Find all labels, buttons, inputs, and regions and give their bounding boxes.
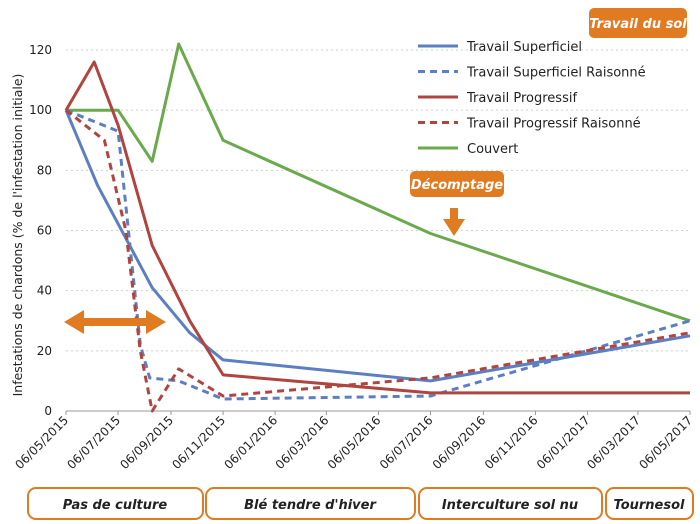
x-tick-label: 06/09/2015	[117, 413, 176, 472]
y-axis-label: Infestations de chardons (% de l'infesta…	[10, 74, 25, 397]
decomptage-label: Décomptage	[411, 178, 503, 193]
y-tick-label: 20	[37, 344, 52, 358]
decomptage-badge: Décomptage	[410, 171, 504, 197]
legend-entry: Couvert	[467, 142, 518, 157]
series-lines	[64, 42, 691, 413]
phase-label: Pas de culture	[63, 498, 168, 513]
period-double-arrow-icon	[64, 310, 166, 334]
x-tick-label: 06/05/2016	[325, 413, 384, 472]
series-line	[65, 108, 691, 401]
x-tick-label: 06/03/2017	[584, 413, 643, 472]
series-line	[66, 42, 691, 323]
phase-box	[205, 487, 416, 520]
x-tick-label: 06/05/2017	[636, 413, 695, 472]
x-tick-label: 06/11/2015	[169, 413, 228, 472]
x-tick-label: 06/03/2016	[273, 413, 332, 472]
phase-box	[605, 487, 694, 520]
x-tick-label: 06/07/2015	[64, 413, 123, 472]
legend-entry: Travail Progressif	[466, 91, 577, 106]
phase-box	[27, 487, 204, 520]
series-line	[65, 109, 691, 413]
y-tick-label: 40	[37, 284, 52, 298]
y-tick-label: 0	[44, 404, 52, 418]
legend-entry: Travail Superficiel Raisonné	[466, 66, 646, 81]
y-axis-ticks: 0 20 40 60 80 100 120	[29, 43, 52, 418]
y-tick-label: 60	[37, 224, 52, 238]
legend: Travail Superficiel Travail Superficiel R…	[418, 40, 646, 157]
legend-entry: Travail Progressif Raisonné	[466, 117, 641, 132]
phase-label: Tournesol	[614, 498, 686, 513]
x-tick-label: 06/01/2016	[221, 413, 280, 472]
travail-du-sol-label: Travail du sol	[589, 17, 687, 32]
x-tick-label: 06/01/2017	[534, 413, 593, 472]
y-tick-label: 120	[29, 43, 52, 57]
x-tick-label: 06/11/2016	[482, 413, 541, 472]
crop-phases: Pas de culture Blé tendre d'hiver Interc…	[27, 487, 694, 520]
decomptage-down-arrow-icon	[443, 208, 465, 236]
travail-du-sol-badge: Travail du sol	[589, 8, 687, 38]
phase-box	[418, 487, 603, 520]
series-line	[64, 109, 691, 383]
phase-label: Interculture sol nu	[442, 498, 578, 513]
x-tick-label: 06/05/2015	[12, 413, 71, 472]
grid-lines	[66, 49, 690, 412]
y-tick-label: 100	[29, 103, 52, 117]
x-tick-label: 06/07/2016	[377, 413, 436, 472]
phase-label: Blé tendre d'hiver	[244, 498, 377, 513]
series-line	[64, 60, 690, 395]
legend-entry: Travail Superficiel	[466, 40, 582, 55]
x-tick-label: 06/09/2016	[430, 413, 489, 472]
y-tick-label: 80	[37, 163, 52, 177]
x-axis: 06/05/201506/07/201506/09/201506/11/2015…	[12, 410, 695, 472]
